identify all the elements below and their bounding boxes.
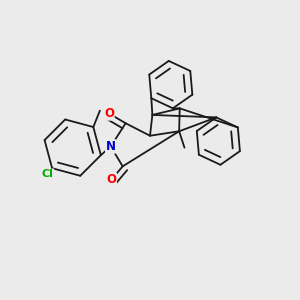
Text: O: O xyxy=(106,173,116,186)
Text: O: O xyxy=(104,107,114,120)
Text: Cl: Cl xyxy=(42,169,54,179)
Text: N: N xyxy=(106,140,116,153)
